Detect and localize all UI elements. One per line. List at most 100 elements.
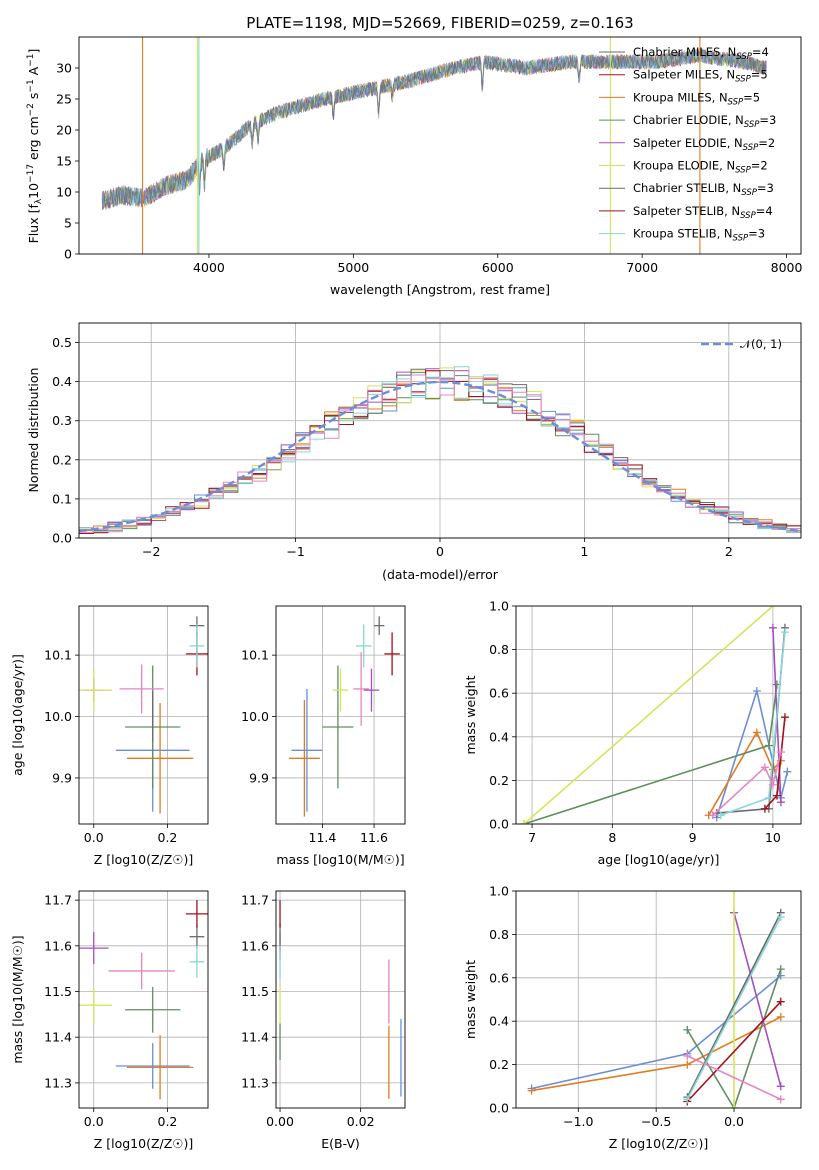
weight-series-3 — [733, 912, 782, 1087]
y-tick-label: 0.8 — [489, 927, 509, 942]
y-tick-label: 11.7 — [44, 893, 72, 908]
y-tick-label: 11.3 — [241, 1075, 269, 1090]
mass-vs-Z-xlabel: Z [log10(Z/Z☉)] — [94, 1136, 194, 1151]
spectrum-axes: 4000 5000 6000 7000 8000 0 5 10 15 20 25 30 — [56, 61, 802, 276]
weight-marker-0-3 — [783, 767, 792, 776]
age-vs-mass-axes: 11.4 11.6 9.9 10.0 10.1 — [241, 606, 405, 845]
weight-vs-Z-lines — [527, 891, 785, 1108]
spectrum-xlabel: wavelength [Angstrom, rest frame] — [330, 282, 550, 297]
weight-marker-4-0 — [730, 1104, 739, 1108]
legend-label: Salpeter STELIB, N — [633, 204, 740, 218]
y-tick-label: 20 — [56, 123, 72, 138]
y-tick-label: 0.4 — [52, 374, 72, 389]
weight-marker-4-1 — [768, 606, 777, 610]
spectrum-model-7 — [101, 48, 767, 211]
y-tick-label: 10.0 — [44, 709, 72, 724]
weight-series-2 — [686, 968, 782, 1108]
weight-marker-2-2 — [776, 965, 785, 974]
legend-label: Kroupa ELODIE, N — [633, 159, 735, 173]
legend-sub: SSP — [735, 166, 751, 176]
weight-marker-3-1 — [776, 798, 785, 807]
weight-marker-8-1 — [760, 763, 769, 772]
y-tick-label: 11.3 — [44, 1075, 72, 1090]
weight-marker-1-0 — [527, 1086, 536, 1095]
ylabel-part: λ — [34, 198, 44, 204]
age-vs-Z-axes: 0.0 0.2 9.9 10.0 10.1 — [44, 606, 208, 845]
weight-series-6 — [686, 1001, 782, 1103]
legend-entry: Salpeter MILES, NSSP=5 — [633, 68, 768, 85]
x-tick-label: 8000 — [771, 260, 803, 275]
ylabel-part: Flux [f — [26, 204, 41, 244]
weight-marker-8-0 — [683, 1051, 692, 1060]
y-tick-label: 11.6 — [241, 938, 269, 953]
ylabel-part: A — [26, 66, 41, 79]
y-tick-label: 0.3 — [52, 413, 72, 428]
x-tick-label: 0 — [436, 544, 444, 559]
spectrum-model-8 — [101, 49, 767, 210]
y-tick-label: 11.5 — [44, 984, 72, 999]
weight-marker-6-0 — [760, 804, 769, 813]
y-tick-label: 0.6 — [489, 970, 509, 985]
x-tick-label: 0.02 — [347, 1114, 375, 1129]
legend-tail: =4 — [756, 204, 773, 218]
y-tick-label: 10 — [56, 185, 72, 200]
y-tick-label: 0.0 — [52, 531, 72, 546]
weight-marker-1-1 — [683, 1060, 692, 1069]
weight-series-7 — [686, 916, 782, 1100]
weight-marker-4-0 — [520, 820, 529, 824]
y-tick-label: 1.0 — [489, 884, 509, 899]
age-vs-Z-points — [79, 616, 208, 814]
ylabel-part: s — [26, 93, 41, 104]
age-vs-Z-ylabel: age [log10(age/yr)] — [10, 654, 25, 776]
legend-tail: =5 — [751, 68, 768, 82]
y-tick-label: 30 — [56, 61, 72, 76]
y-tick-label: 0.2 — [489, 1057, 509, 1072]
age-vs-Z-xlabel: Z [log10(Z/Z☉)] — [94, 852, 194, 867]
ylabel-part: −2 — [26, 103, 36, 116]
spectrum-lines — [101, 37, 767, 254]
legend-label: Kroupa MILES, N — [633, 90, 728, 104]
residuals-xlabel: (data-model)/error — [382, 567, 499, 582]
weight-vs-Z-ylabel: mass weight — [463, 960, 478, 1039]
weight-marker-2-1 — [764, 741, 773, 750]
y-tick-label: 5 — [64, 216, 72, 231]
residual-histograms — [79, 366, 801, 537]
legend-sub: SSP — [735, 75, 751, 85]
weight-series-7 — [720, 632, 786, 817]
x-tick-label: 10 — [765, 830, 781, 845]
weight-vs-age-xlabel: age [log10(age/yr)] — [598, 852, 720, 867]
x-tick-label: 11.4 — [309, 830, 337, 845]
x-tick-label: −0.5 — [641, 1114, 671, 1129]
y-tick-label: 11.5 — [241, 984, 269, 999]
weight-series-4 — [523, 606, 774, 824]
legend-label: Salpeter MILES, N — [633, 68, 735, 82]
y-tick-label: 10.0 — [241, 709, 269, 724]
weight-vs-age-lines — [520, 606, 792, 824]
x-tick-label: 0.0 — [724, 1114, 744, 1129]
y-tick-label: 0 — [64, 247, 72, 262]
weight-vs-Z-xlabel: Z [log10(Z/Z☉)] — [609, 1136, 709, 1151]
y-tick-label: 0.5 — [52, 335, 72, 350]
legend-entry: Chabrier ELODIE, NSSP=3 — [633, 113, 776, 130]
ylabel-part: −1 — [26, 79, 36, 92]
x-tick-label: −1.0 — [563, 1114, 593, 1129]
weight-series-8 — [686, 1055, 782, 1101]
y-tick-label: 9.9 — [52, 770, 72, 785]
legend-tail: =3 — [748, 227, 765, 241]
x-tick-label: 0.2 — [158, 830, 178, 845]
legend-sub: SSP — [740, 211, 756, 221]
x-tick-label: 0.00 — [266, 1114, 294, 1129]
x-tick-label: −1 — [286, 544, 304, 559]
weight-marker-7-2 — [780, 628, 789, 637]
legend-label: Chabrier MILES, N — [633, 45, 736, 59]
y-tick-label: 10.1 — [241, 648, 269, 663]
weight-marker-3-0 — [768, 623, 777, 632]
y-tick-label: 11.4 — [241, 1030, 269, 1045]
legend-tail: =3 — [759, 113, 776, 127]
y-tick-label: 0.8 — [489, 642, 509, 657]
legend-normal-label: 𝒩(0, 1) — [740, 337, 782, 351]
weight-series-5 — [686, 912, 782, 1098]
residuals-axes: −2 −1 0 1 2 0.0 0.1 0.2 0.3 0.4 0.5 — [52, 323, 801, 559]
y-tick-label: 11.4 — [44, 1030, 72, 1045]
